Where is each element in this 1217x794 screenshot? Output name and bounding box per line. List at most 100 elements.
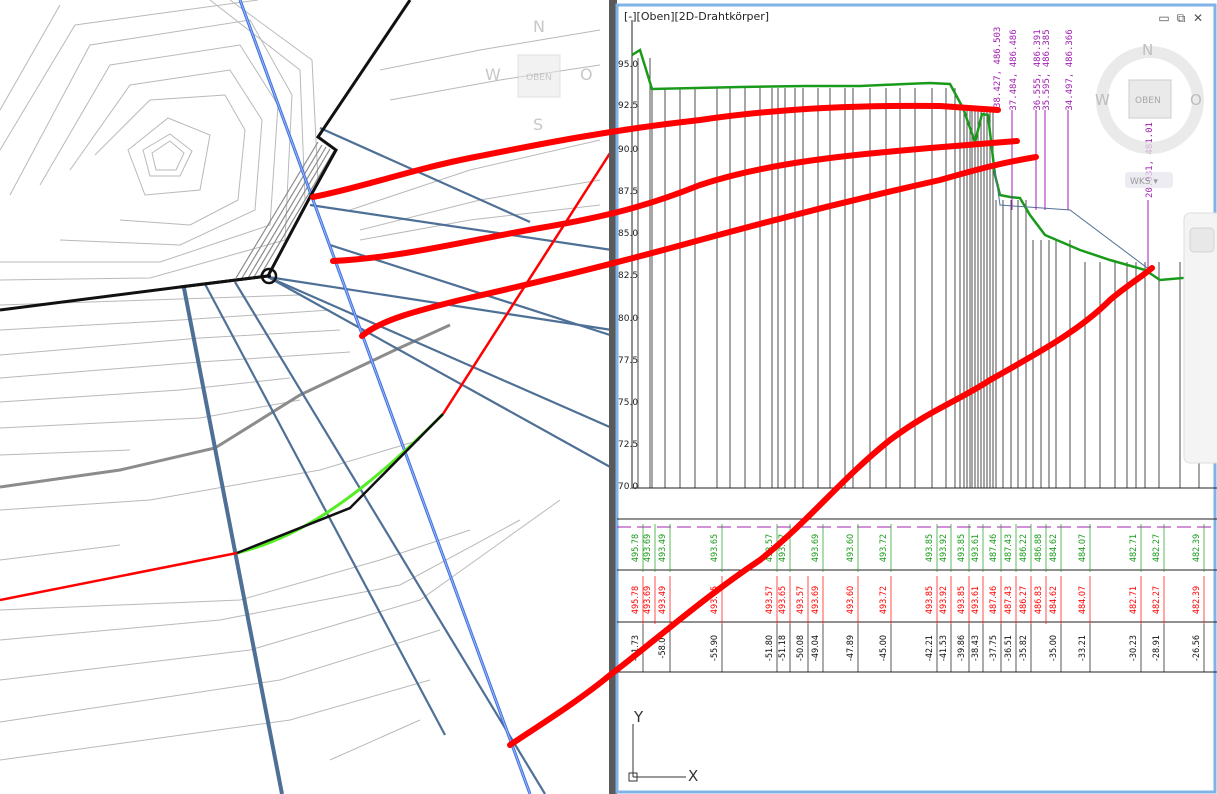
band-value: -37.75	[989, 635, 999, 661]
band-value: -38.43	[971, 635, 981, 661]
viewport-divider[interactable]	[609, 0, 617, 794]
y-tick-label: 92.5	[618, 101, 638, 111]
contour-line	[0, 19, 293, 281]
elevation-callout: 36.555, 486.391	[1033, 29, 1043, 110]
band-value: -33.21	[1078, 635, 1088, 661]
contour-line	[349, 139, 601, 211]
contour-line	[359, 204, 601, 241]
close-button[interactable]: ✕	[1192, 11, 1204, 25]
minimize-button[interactable]: ▭	[1158, 11, 1170, 25]
viewport-title[interactable]: [-][Oben][2D-Drahtkörper]	[624, 10, 770, 23]
markup-stroke	[507, 265, 1155, 748]
section-line	[182, 287, 284, 794]
contour-hilltop	[151, 140, 185, 171]
band-value: 493.85	[957, 534, 967, 562]
viewcube-right-face[interactable]	[1128, 79, 1172, 119]
plan-view[interactable]: N W O S OBEN	[0, 0, 614, 794]
band-value: 484.07	[1078, 586, 1088, 614]
viewcube-left[interactable]: N W O S OBEN	[485, 17, 593, 134]
band-value: 482.71	[1129, 586, 1139, 614]
viewcube-left-north: N	[533, 17, 545, 36]
profile-y-ticks: 95.0 92.5 90.0 87.5 85.0 82.5 80.0 77.5 75.0 72.5…	[618, 60, 638, 492]
band-value: -39.86	[957, 635, 967, 661]
contour-line	[0, 377, 291, 403]
band-value: 493.65	[710, 586, 720, 614]
slope-line	[253, 148, 331, 278]
band-value: 493.85	[925, 586, 935, 614]
section-line	[319, 126, 531, 224]
viewcube-left-face[interactable]	[517, 54, 561, 98]
contour-line	[94, 94, 246, 226]
contour-line	[329, 719, 421, 761]
band-value: 493.67	[778, 534, 788, 562]
section-line	[234, 281, 546, 794]
band-value: 495.78	[631, 586, 641, 614]
contour-line	[0, 529, 471, 611]
contour-line	[0, 44, 279, 263]
band-value: 493.72	[879, 534, 889, 562]
y-tick-label: 90.0	[618, 145, 638, 155]
band-value: 482.27	[1152, 586, 1162, 614]
band-value: 482.39	[1192, 586, 1202, 614]
band-value: -42.21	[925, 635, 935, 661]
band-value: 486.22	[1019, 534, 1029, 562]
viewcube-left-south: S	[533, 115, 543, 134]
contour-line	[0, 629, 441, 723]
band-value: 493.85	[957, 586, 967, 614]
elevation-callouts: -38.427, 486.503 37.484, 486.486 36.555, 4…	[993, 27, 1155, 268]
contour-line	[0, 499, 561, 681]
elevation-callout: 35.595, 486.385	[1042, 29, 1052, 110]
slope-line	[241, 144, 323, 279]
contour-line	[0, 679, 431, 761]
y-tick-label: 85.0	[618, 229, 638, 239]
band-value: 486.88	[1034, 534, 1044, 562]
band-value: 493.61	[971, 534, 981, 562]
y-tick-label: 82.5	[618, 271, 638, 281]
band-value: 493.60	[846, 586, 856, 614]
slope-line	[235, 141, 319, 279]
viewcube-right-west: W	[1095, 91, 1110, 109]
band-value: -55.90	[710, 635, 720, 661]
band-separators	[617, 518, 1217, 673]
wcs-dropdown[interactable]: WKS ▾	[1130, 177, 1158, 187]
contour-line	[59, 69, 263, 246]
markup-stroke	[359, 154, 1039, 339]
band-value: 484.07	[1078, 534, 1088, 562]
viewcube-right-face-label: OBEN	[1135, 96, 1161, 106]
black-boundary	[0, 0, 412, 312]
navigation-bar[interactable]	[1183, 212, 1217, 464]
band-value: 484.62	[1049, 586, 1059, 614]
elevation-callout: 34.497, 486.366	[1065, 29, 1075, 110]
grey-boundary	[0, 323, 451, 489]
viewcube-right-east: O	[1190, 91, 1202, 109]
survey-point-marker[interactable]	[260, 267, 278, 285]
boundary-polyline	[179, 274, 269, 289]
band-value: -51.80	[765, 635, 775, 661]
viewcube-left-east: O	[580, 65, 593, 84]
navigation-bar-close[interactable]	[1189, 227, 1215, 253]
contour-line	[0, 329, 341, 356]
band-value: 493.65	[778, 586, 788, 614]
band-value: -26.56	[1192, 635, 1202, 661]
slope-line	[259, 150, 335, 277]
contour-line	[379, 29, 601, 71]
slope-band	[235, 141, 335, 279]
band-value: 493.85	[925, 534, 935, 562]
contour-line	[229, 0, 319, 181]
viewcube-left-west: W	[485, 65, 501, 84]
viewcube-right[interactable]: OBEN N W O WKS ▾	[1095, 41, 1204, 188]
band-value: 493.49	[658, 534, 668, 562]
band-value: -47.89	[846, 635, 856, 661]
section-line	[267, 275, 613, 430]
band-value: 493.57	[765, 586, 775, 614]
band-value: -41.53	[939, 635, 949, 661]
profile-viewport[interactable]: 95.0 92.5 90.0 87.5 85.0 82.5 80.0 77.5 75.0 72.5…	[615, 3, 1217, 794]
elevation-callout: 20.031, 481.01	[1145, 122, 1155, 198]
elevation-callout: -38.427, 486.503	[993, 27, 1003, 114]
band-value: 487.46	[989, 586, 999, 614]
band-value: 493.92	[939, 534, 949, 562]
band-value: 482.27	[1152, 534, 1162, 562]
band-value: 487.43	[1004, 534, 1014, 562]
restore-button[interactable]: ⧉	[1176, 11, 1186, 25]
